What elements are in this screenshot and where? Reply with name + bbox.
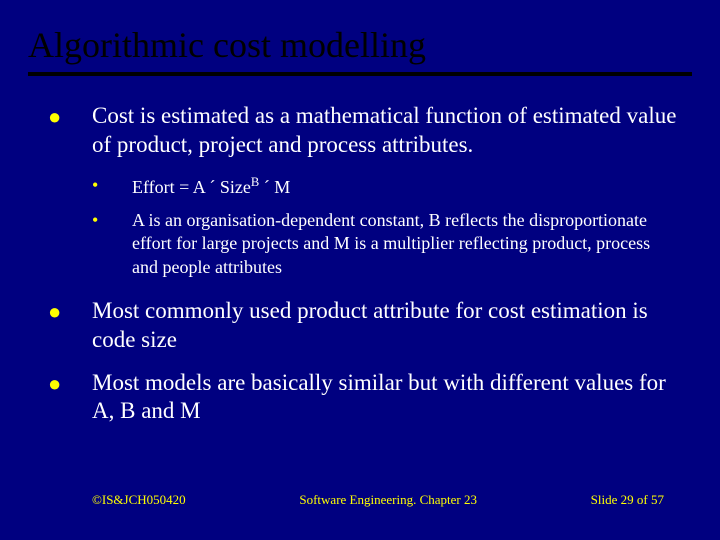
slide-body: ● Cost is estimated as a mathematical fu… [28,102,692,426]
bullet-dot-icon: ● [48,297,92,355]
bullet-dot-icon: ● [48,369,92,427]
bullet-dot-icon: ● [48,102,92,160]
bullet-dot-icon: • [92,209,132,279]
slide-footer: ©IS&JCH050420 Software Engineering. Chap… [0,492,720,508]
formula-prefix: Effort = A [132,177,209,197]
bullet-l2: • Effort = A ´ SizeB ´ M [92,174,680,199]
formula-size: ´ Size [209,177,250,197]
bullet-l1: ● Cost is estimated as a mathematical fu… [48,102,680,160]
formula-suffix: ´ M [259,177,290,197]
sub-bullet-group: • Effort = A ´ SizeB ´ M • A is an organ… [92,174,680,280]
bullet-text: A is an organisation-dependent constant,… [132,209,680,279]
bullet-l1: ● Most commonly used product attribute f… [48,297,680,355]
slide-title: Algorithmic cost modelling [28,24,692,76]
bullet-text: Cost is estimated as a mathematical func… [92,102,680,160]
formula-exponent: B [251,175,259,189]
bullet-dot-icon: • [92,174,132,199]
bullet-text: Most models are basically similar but wi… [92,369,680,427]
footer-right: Slide 29 of 57 [591,492,664,508]
bullet-text: Most commonly used product attribute for… [92,297,680,355]
footer-center: Software Engineering. Chapter 23 [299,492,477,508]
footer-left: ©IS&JCH050420 [92,492,186,508]
bullet-l1: ● Most models are basically similar but … [48,369,680,427]
bullet-l2: • A is an organisation-dependent constan… [92,209,680,279]
slide: Algorithmic cost modelling ● Cost is est… [0,0,720,540]
formula-text: Effort = A ´ SizeB ´ M [132,174,680,199]
